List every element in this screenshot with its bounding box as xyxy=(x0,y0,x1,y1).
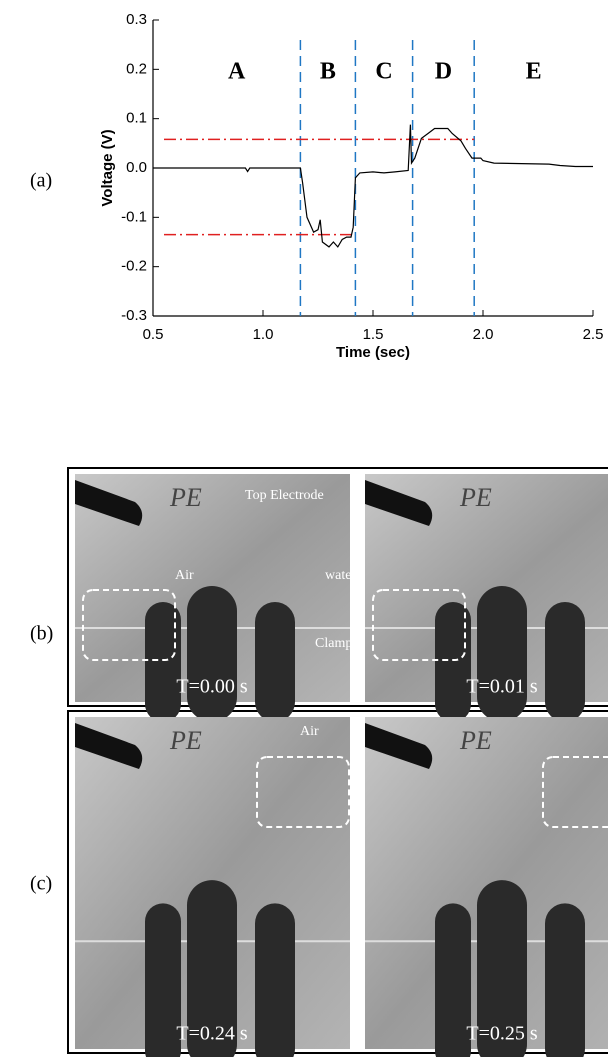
region-label: C xyxy=(375,59,392,85)
y-tick-label: 0.2 xyxy=(126,60,147,77)
region-label: D xyxy=(435,59,452,85)
sample-marking: PE xyxy=(459,483,492,512)
time-label: T=0.00 s xyxy=(176,676,247,698)
x-tick-label: 1.5 xyxy=(363,326,384,343)
photo-annotation: Air xyxy=(175,568,194,583)
clamp-finger xyxy=(187,880,237,1057)
photos: PE Top Electrode Air water Clamp T=0.00 s PE T=… xyxy=(75,474,608,1057)
panel-frame xyxy=(67,467,608,707)
y-tick-label: -0.1 xyxy=(121,208,147,225)
photo-annotation: Top Electrode xyxy=(245,488,324,503)
x-axis-label: Time (sec) xyxy=(336,344,410,361)
photo: PE T=0.01 s xyxy=(365,474,608,722)
x-tick-label: 2.0 xyxy=(473,326,494,343)
photo-annotation: water xyxy=(325,568,356,583)
x-tick-label: 2.5 xyxy=(583,326,604,343)
clamp-finger xyxy=(435,602,471,722)
clamp-finger xyxy=(145,602,181,722)
y-tick-label: 0.1 xyxy=(126,110,147,127)
photo-annotation: Clamp xyxy=(315,636,352,651)
pen-tip xyxy=(75,723,143,769)
photo: PE Air T=0.24 s xyxy=(75,717,350,1057)
clamp-finger xyxy=(255,602,295,722)
panel-frame xyxy=(67,710,608,1054)
highlight-box xyxy=(542,756,608,828)
pen-tip xyxy=(75,480,143,526)
photo: PE Top Electrode Air water Clamp T=0.00 s xyxy=(75,474,356,722)
y-tick-label: 0.3 xyxy=(126,11,147,28)
sample-marking: PE xyxy=(459,726,492,755)
panel-label: (a) xyxy=(30,170,52,192)
region-label: A xyxy=(228,59,246,85)
y-tick-label: 0.0 xyxy=(126,159,147,176)
photo: PE T=0.25 s xyxy=(365,717,608,1057)
sample-marking: PE xyxy=(169,483,202,512)
clamp-finger xyxy=(545,602,585,722)
clamp-finger xyxy=(477,586,527,722)
clamp-finger xyxy=(145,903,181,1057)
clamp-finger xyxy=(255,903,295,1057)
photo-annotation: Air xyxy=(300,724,319,739)
clamp-finger xyxy=(545,903,585,1057)
clamp-finger xyxy=(435,903,471,1057)
time-label: T=0.25 s xyxy=(466,1023,537,1045)
clamp-finger xyxy=(187,586,237,722)
x-tick-label: 1.0 xyxy=(253,326,274,343)
region-label: B xyxy=(320,59,336,85)
clamp-finger xyxy=(477,880,527,1057)
panel-label: (b) xyxy=(30,623,53,645)
y-axis-label: Voltage (V) xyxy=(99,129,116,206)
y-tick-label: -0.3 xyxy=(121,307,147,324)
y-tick-label: -0.2 xyxy=(121,258,147,275)
highlight-box xyxy=(256,756,350,828)
highlight-box xyxy=(82,589,176,661)
time-label: T=0.01 s xyxy=(466,676,537,698)
time-label: T=0.24 s xyxy=(176,1023,247,1045)
region-label: E xyxy=(526,59,542,85)
panel-label: (c) xyxy=(30,873,52,895)
x-tick-label: 0.5 xyxy=(143,326,164,343)
pen-tip xyxy=(365,723,433,769)
voltage-line xyxy=(153,124,593,248)
pen-tip xyxy=(365,480,433,526)
sample-marking: PE xyxy=(169,726,202,755)
highlight-box xyxy=(372,589,466,661)
